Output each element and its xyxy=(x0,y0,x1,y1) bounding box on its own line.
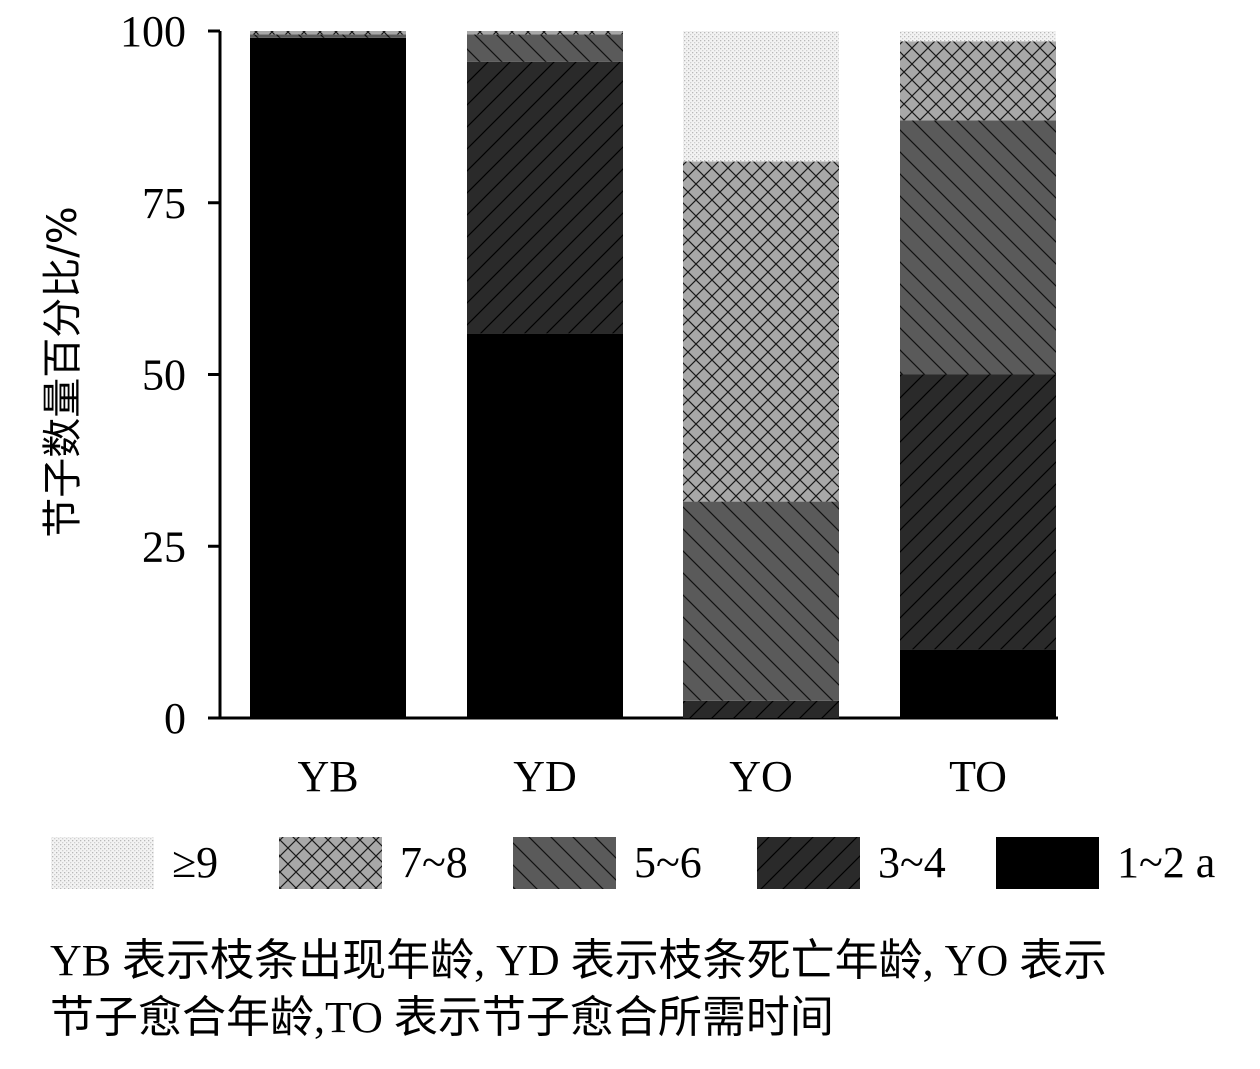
bar-segment xyxy=(250,31,406,35)
x-tick-label: YO xyxy=(729,752,793,801)
legend-label: 3~4 xyxy=(878,838,946,887)
figure-caption: YB 表示枝条出现年龄, YD 表示枝条死亡年龄, YO 表示 节子愈合年龄,T… xyxy=(50,932,1240,1046)
bar-segment xyxy=(683,161,839,502)
x-tick-label: TO xyxy=(949,752,1007,801)
bar-segment xyxy=(250,34,406,38)
x-tick-label: YD xyxy=(513,752,577,801)
legend-swatch xyxy=(996,837,1099,889)
legend-swatch xyxy=(51,837,154,889)
caption-line-2: 节子愈合年龄,TO 表示节子愈合所需时间 xyxy=(50,993,834,1042)
y-tick-label: 100 xyxy=(120,7,186,56)
legend-label: 1~2 a xyxy=(1117,838,1215,887)
bar-segment xyxy=(467,61,623,334)
bar-segment xyxy=(250,37,406,719)
legend-label: 5~6 xyxy=(634,838,702,887)
bar-segment xyxy=(467,31,623,35)
bar-segment xyxy=(900,120,1056,375)
bar-segment xyxy=(467,333,623,718)
bar-segment xyxy=(900,374,1056,650)
legend-label: 7~8 xyxy=(400,838,468,887)
bar-segment xyxy=(900,649,1056,718)
bar-segment xyxy=(683,700,839,718)
legend-label: ≥9 xyxy=(172,838,218,887)
y-tick-label: 25 xyxy=(142,522,186,571)
x-tick-label: YB xyxy=(297,752,358,801)
caption-line-1: YB 表示枝条出现年龄, YD 表示枝条死亡年龄, YO 表示 xyxy=(50,936,1108,985)
y-tick-label: 0 xyxy=(164,694,186,743)
bar-segment xyxy=(900,31,1056,42)
bar-segment xyxy=(467,34,623,62)
bar-segment xyxy=(683,501,839,701)
legend-swatch xyxy=(757,837,860,889)
bar-segment xyxy=(683,31,839,162)
legend-swatch xyxy=(279,837,382,889)
y-axis-title: 节子数量百分比/% xyxy=(40,206,86,537)
y-tick-label: 75 xyxy=(142,179,186,228)
bar-segment xyxy=(900,41,1056,121)
legend-swatch xyxy=(513,837,616,889)
y-tick-label: 50 xyxy=(142,351,186,400)
stacked-bar-chart: 节子数量百分比/% 100 75 50 25 0 YB YD YO TO ≥9 7~8 5~6 3~… xyxy=(40,7,1215,889)
